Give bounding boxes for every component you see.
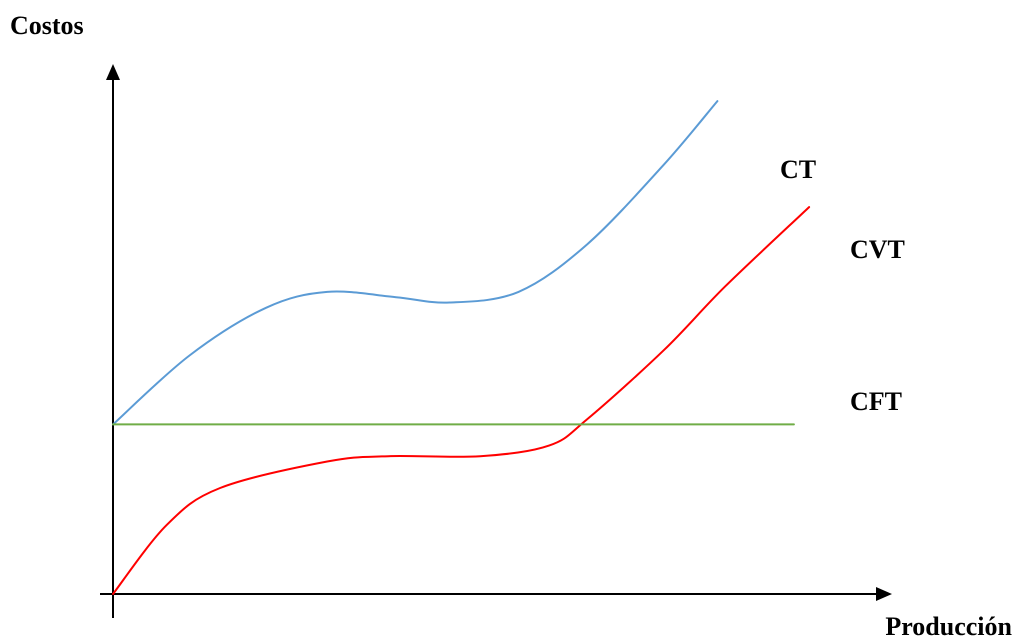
y-axis-label: Costos <box>10 11 84 40</box>
series-label-cvt: CVT <box>850 235 905 264</box>
series-line-ct <box>112 100 719 426</box>
x-axis-label: Producción <box>885 612 1012 641</box>
series-label-ct: CT <box>780 155 816 184</box>
series-line-cvt <box>112 206 811 595</box>
series-label-cft: CFT <box>850 387 902 416</box>
y-axis-arrow <box>106 64 120 80</box>
x-axis-arrow <box>876 587 892 601</box>
